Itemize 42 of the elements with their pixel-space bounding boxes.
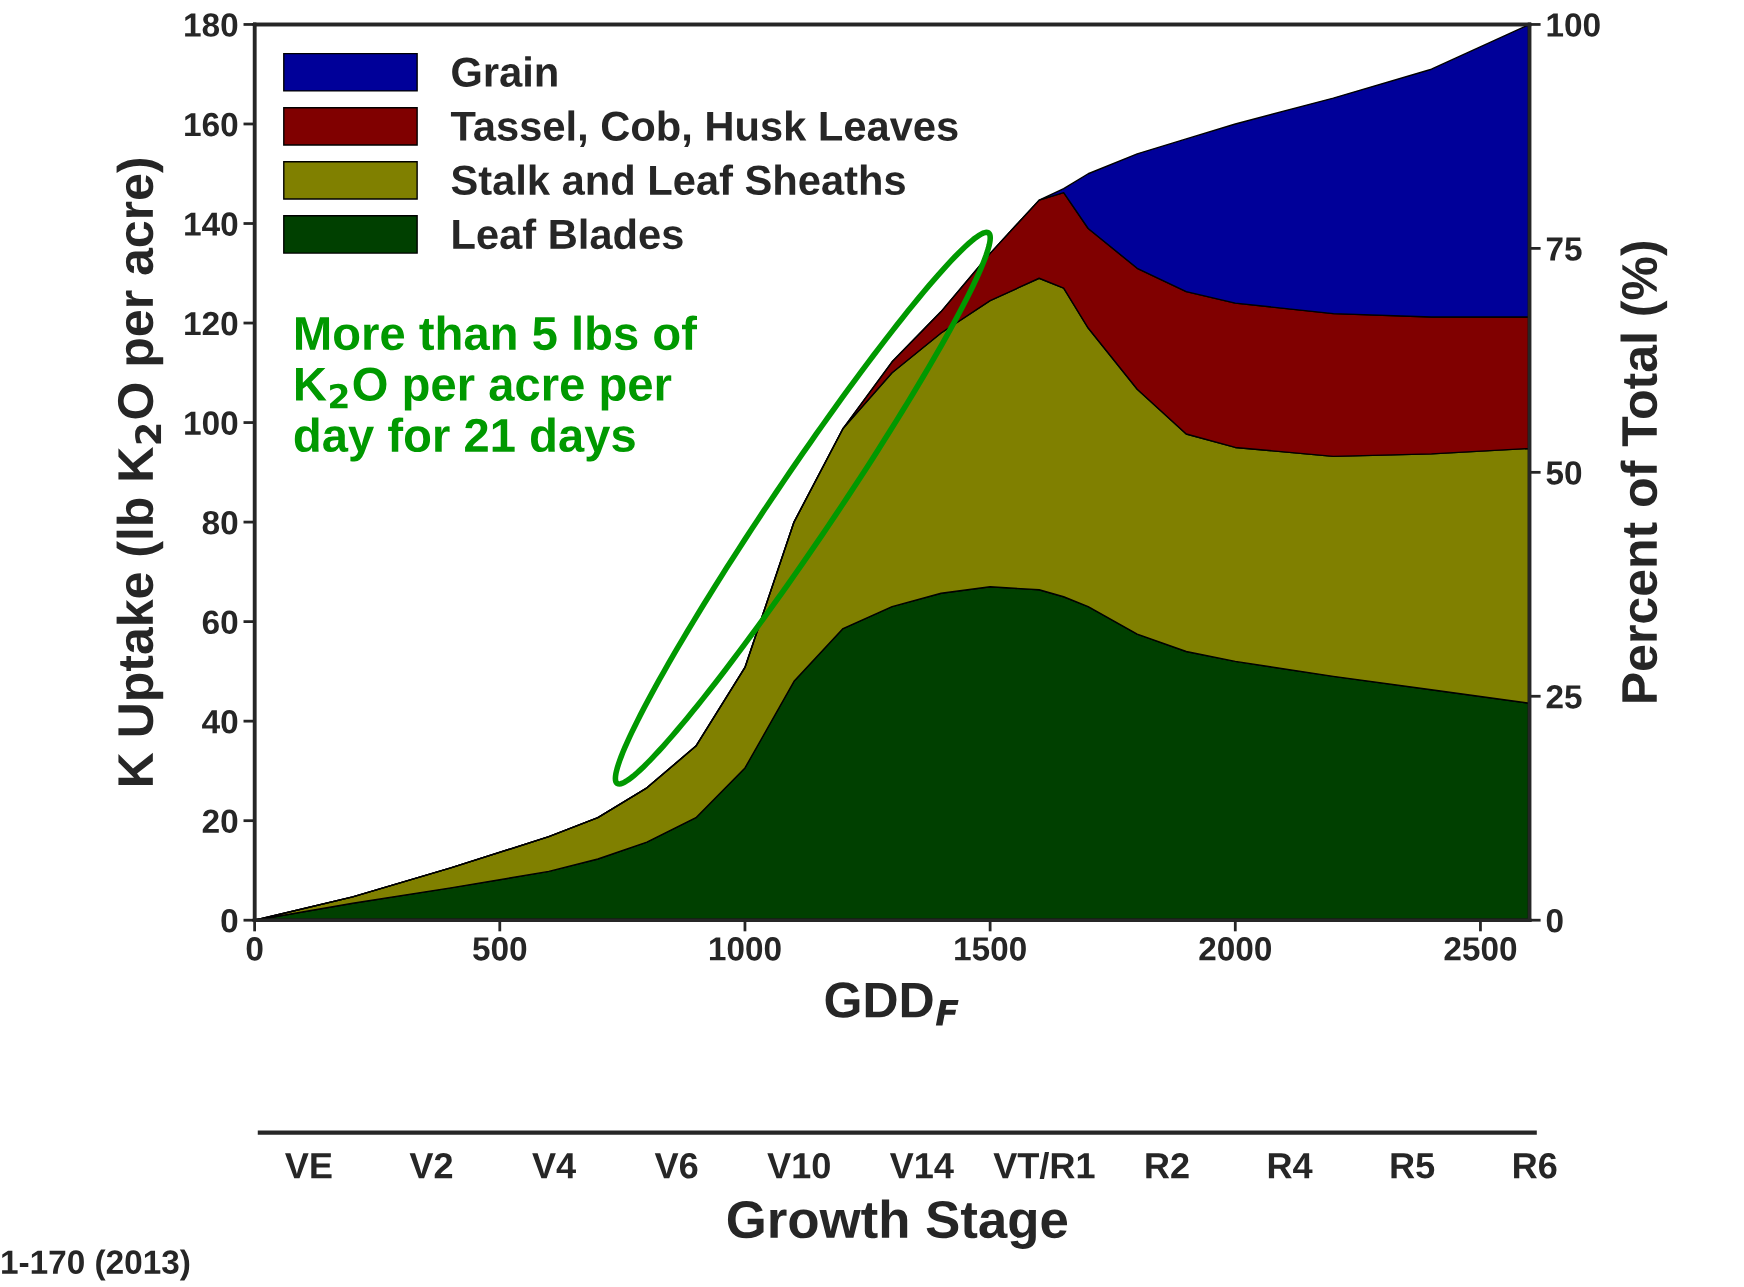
y-axis-title: K Uptake (lb K$_{2}$O per acre) [116, 158, 164, 785]
category-label: VE [285, 1153, 332, 1179]
x-tick-label: 0 [246, 937, 263, 961]
y2-tick-label: 50 [1546, 461, 1582, 485]
category-label: VT/R1 [993, 1152, 1095, 1179]
legend-label: Tassel, Cob, Husk Leaves [450, 110, 958, 148]
x-tick-label: 1000 [709, 937, 781, 961]
y2-tick-label: 25 [1546, 685, 1582, 709]
x-tick-label: 500 [473, 937, 527, 961]
x-tick-label: 2000 [1199, 937, 1271, 961]
y-tick-label: 120 [185, 311, 238, 336]
y2-tick-label: 75 [1546, 237, 1582, 261]
category-label: R5 [1391, 1153, 1435, 1179]
y-tick-label: 0 [221, 909, 238, 933]
legend-label: Leaf Blades [453, 218, 683, 250]
annotation: More than 5 lbs of K$_{2}$O per acre per day for 21 days [294, 315, 697, 462]
y-tick-label: 20 [202, 809, 238, 834]
category-label: V10 [767, 1152, 830, 1179]
legend-label: Grain [452, 56, 557, 87]
y-tick-label: 40 [202, 709, 238, 734]
legend-label: Stalk and Leaf Sheaths [451, 164, 905, 196]
y-tick-label: 160 [185, 112, 238, 137]
text: Growth Stage [727, 1199, 1068, 1249]
y-tick-label: 180 [185, 13, 238, 37]
category-label: V2 [409, 1152, 453, 1179]
x-tick-label: 2500 [1444, 937, 1517, 961]
category-label: V6 [654, 1152, 698, 1179]
category-label: V14 [889, 1153, 954, 1179]
x-axis-title: GDD$_{F}$ [825, 982, 959, 1026]
y-tick-label: 140 [185, 212, 238, 236]
category-label: R2 [1146, 1152, 1189, 1179]
y2-tick-label: 100 [1547, 13, 1600, 37]
y-tick-label: 60 [202, 610, 238, 635]
category-label: V4 [532, 1153, 576, 1179]
y2-tick-label: 0 [1546, 909, 1563, 933]
y-tick-label: 100 [185, 411, 238, 435]
y-tick-label: 80 [202, 510, 238, 535]
category-label: R6 [1514, 1152, 1557, 1179]
y2-axis-title: Percent of Total (%) [1620, 241, 1668, 702]
text: 1-170 (2013) [2, 1249, 190, 1281]
x-tick-label: 1500 [955, 937, 1026, 961]
category-label: R4 [1268, 1153, 1313, 1179]
